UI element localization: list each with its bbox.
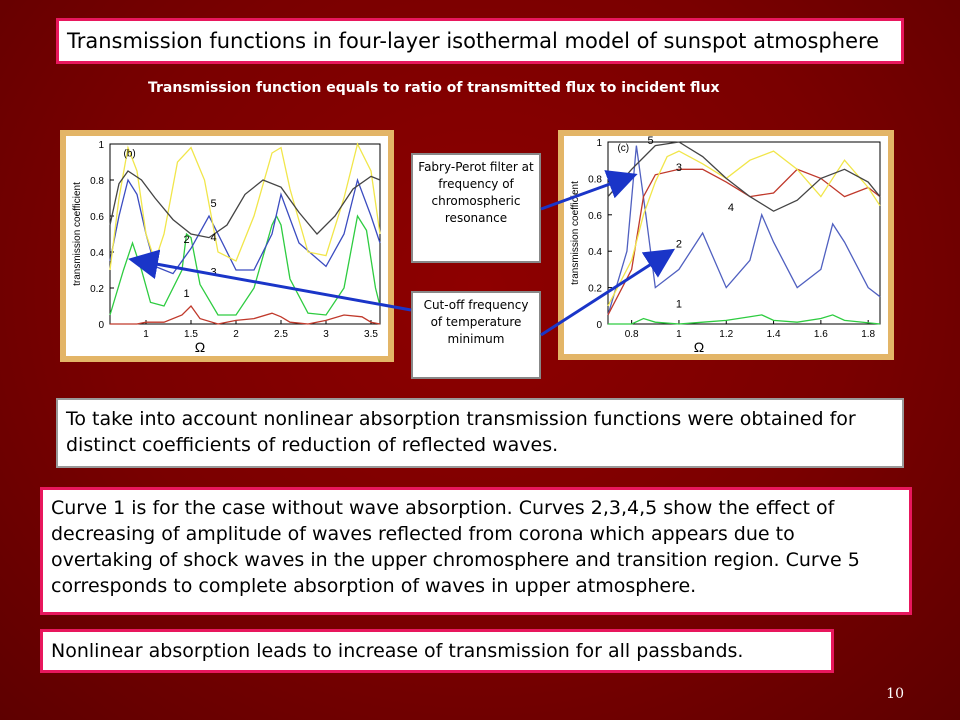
chart-frame-c: 0 0.2 0.4 0.6 0.8 1 0.8 1 1.2 1.4 1.6 1.8 1 2 3 4 5 (c) tr… xyxy=(558,130,894,360)
x-axis-label: Ω xyxy=(195,339,205,355)
y-tick-label: 0.6 xyxy=(90,212,104,223)
curve-label: 1 xyxy=(676,299,682,311)
y-tick-label: 0.2 xyxy=(90,284,104,295)
series-line-4 xyxy=(607,150,881,307)
text-box-nonlinear: To take into account nonlinear absorptio… xyxy=(56,398,904,468)
y-tick-label: 1 xyxy=(596,138,602,149)
x-tick-label: 0.8 xyxy=(625,329,639,340)
plot-area xyxy=(109,143,381,325)
x-tick-label: 1.4 xyxy=(767,329,781,340)
chart-b: 0 0.2 0.4 0.6 0.8 1 1 1.5 2 2.5 3 3.5 1 2 3 4 5 (b) transm… xyxy=(66,136,388,356)
curve-label: 4 xyxy=(728,202,734,214)
chart-c: 0 0.2 0.4 0.6 0.8 1 0.8 1 1.2 1.4 1.6 1.8 1 2 3 4 5 (c) tr… xyxy=(564,136,888,354)
y-tick-label: 0.4 xyxy=(90,248,104,259)
y-tick-label: 1 xyxy=(98,140,104,151)
y-tick-label: 0.2 xyxy=(588,284,602,295)
series-line-1 xyxy=(608,314,881,325)
y-tick-label: 0.8 xyxy=(588,174,602,185)
callout-fabry-perot: Fabry-Perot filter at frequency of chrom… xyxy=(411,153,541,263)
x-tick-label: 2.5 xyxy=(274,329,288,340)
series-line-2 xyxy=(109,214,381,316)
series-line-5 xyxy=(607,141,881,212)
plot-area xyxy=(607,141,881,325)
series-line-4 xyxy=(109,142,381,271)
series-line-5 xyxy=(109,170,381,239)
y-tick-label: 0.4 xyxy=(588,247,602,258)
curve-label: 5 xyxy=(648,136,654,147)
curve-label: 2 xyxy=(183,234,189,246)
x-tick-label: 1 xyxy=(676,329,682,340)
curve-label: 5 xyxy=(210,198,216,210)
curve-label: 1 xyxy=(183,288,189,300)
series-line-2 xyxy=(607,145,881,316)
x-tick-label: 1.5 xyxy=(184,329,198,340)
y-tick-label: 0 xyxy=(596,320,602,331)
y-tick-label: 0.6 xyxy=(588,211,602,222)
x-tick-label: 2 xyxy=(233,329,239,340)
x-tick-label: 3.5 xyxy=(364,329,378,340)
slide-subtitle: Transmission function equals to ratio of… xyxy=(148,80,720,96)
panel-label: (b) xyxy=(124,149,136,160)
chart-frame-b: 0 0.2 0.4 0.6 0.8 1 1 1.5 2 2.5 3 3.5 1 2 3 4 5 (b) transm… xyxy=(60,130,394,362)
curve-label: 3 xyxy=(676,162,682,174)
panel-label: (c) xyxy=(617,143,629,154)
text-box-conclusion: Nonlinear absorption leads to increase o… xyxy=(40,629,834,673)
y-tick-label: 0 xyxy=(98,320,104,331)
x-tick-label: 3 xyxy=(323,329,329,340)
x-tick-label: 1 xyxy=(143,329,149,340)
y-axis-label: transmission coefficient xyxy=(72,182,83,286)
y-axis-label: transmission coefficient xyxy=(570,181,581,285)
series-line-3 xyxy=(607,168,881,316)
curve-label: 4 xyxy=(210,232,216,244)
x-tick-label: 1.8 xyxy=(861,329,875,340)
x-tick-label: 1.2 xyxy=(719,329,733,340)
series-line-1 xyxy=(110,304,381,325)
slide-title: Transmission functions in four-layer iso… xyxy=(56,18,904,64)
page-number: 10 xyxy=(886,686,904,702)
x-axis-label: Ω xyxy=(694,339,704,354)
x-tick-label: 1.6 xyxy=(814,329,828,340)
y-tick-label: 0.8 xyxy=(90,176,104,187)
curve-label: 2 xyxy=(676,239,682,251)
callout-cutoff: Cut-off frequency of temperature minimum xyxy=(411,291,541,379)
curve-label: 3 xyxy=(210,266,216,278)
text-box-curves: Curve 1 is for the case without wave abs… xyxy=(40,487,912,615)
